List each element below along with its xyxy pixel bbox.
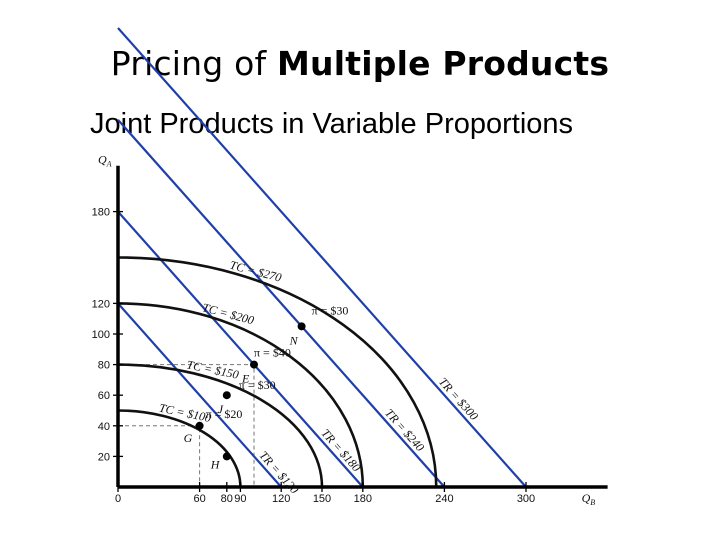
isocost-curve <box>117 409 242 488</box>
profit-label: π = $40 <box>254 346 291 360</box>
x-axis-title: QB <box>582 491 596 507</box>
profit-label: π = $20 <box>206 407 243 421</box>
x-tick-label: 240 <box>435 493 453 505</box>
tangency-points <box>195 322 306 461</box>
y-tick-label: 80 <box>98 360 110 372</box>
y-tick-label: 40 <box>98 421 110 433</box>
isocost-curve <box>117 302 365 488</box>
y-tick-label: 180 <box>92 207 110 219</box>
x-tick-label: 60 <box>193 493 205 505</box>
point-label: E <box>241 372 250 386</box>
point-label: G <box>184 431 193 445</box>
x-tick-label: 300 <box>517 493 535 505</box>
y-tick-label: 120 <box>92 298 110 310</box>
isocost-curves <box>117 256 438 488</box>
isorevenue-line <box>117 27 527 488</box>
isocost-curve <box>117 256 438 488</box>
profit-label: π = $30 <box>312 303 349 317</box>
isorevenue-lines <box>117 27 527 488</box>
x-tick-label: 180 <box>354 493 372 505</box>
slide-subtitle: Joint Products in Variable Proportions <box>90 108 574 140</box>
x-tick-label: 90 <box>234 493 246 505</box>
isorevenue-line <box>117 210 364 488</box>
guide-lines <box>118 364 255 487</box>
x-tick-label: 150 <box>313 493 331 505</box>
tangency-point <box>250 360 258 369</box>
tangency-point <box>222 391 231 400</box>
point-label: J <box>218 402 224 416</box>
tangency-point <box>297 322 306 331</box>
isocost-label: TC = $100 <box>158 401 213 425</box>
isocost-curve <box>117 363 324 488</box>
slide-title: Pricing of Multiple Products <box>0 44 720 83</box>
isorevenue-label: TR = $120 <box>256 448 301 496</box>
isorevenue-line <box>117 119 446 488</box>
point-label: H <box>210 457 221 471</box>
x-tick-label: 0 <box>115 493 121 505</box>
tangency-point <box>222 452 231 461</box>
y-tick-label: 20 <box>98 451 110 463</box>
y-axis-title: QA <box>98 153 112 169</box>
guide-line <box>118 364 255 487</box>
isorevenue-label: TR = $300 <box>436 375 481 423</box>
isorevenue-line <box>117 302 283 488</box>
title-bold: Multiple Products <box>277 44 610 83</box>
y-tick-label: 60 <box>98 390 110 402</box>
y-tick-label: 100 <box>92 329 110 341</box>
point-label: N <box>289 333 299 347</box>
x-tick-label: 80 <box>221 493 233 505</box>
profit-label: π = $30 <box>239 378 276 392</box>
tangency-point <box>195 421 204 430</box>
x-tick-label: 120 <box>272 493 290 505</box>
guide-line <box>118 425 201 487</box>
